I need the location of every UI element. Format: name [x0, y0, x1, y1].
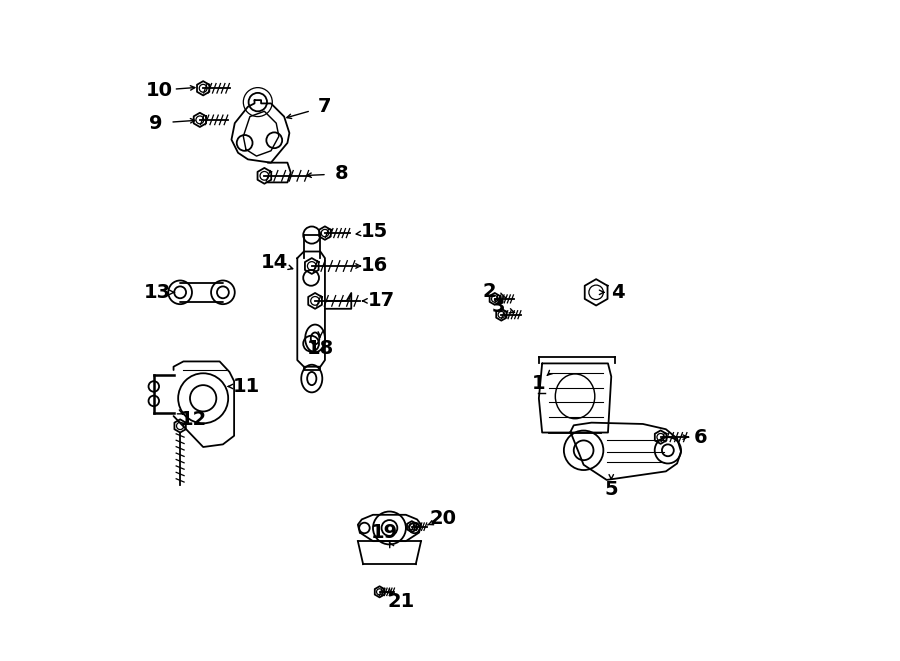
Text: 9: 9 — [149, 114, 163, 133]
Text: 8: 8 — [335, 165, 348, 183]
Text: 16: 16 — [361, 256, 388, 276]
Text: 17: 17 — [367, 292, 394, 311]
Text: 13: 13 — [143, 283, 171, 302]
Text: 19: 19 — [371, 523, 398, 542]
Text: 18: 18 — [307, 339, 334, 358]
Text: 21: 21 — [387, 592, 414, 611]
Text: 12: 12 — [180, 410, 207, 429]
Text: 15: 15 — [361, 222, 388, 241]
Text: 11: 11 — [232, 377, 259, 396]
Text: 7: 7 — [319, 97, 332, 116]
Text: 3: 3 — [491, 297, 505, 317]
Text: 14: 14 — [261, 253, 288, 272]
Text: 2: 2 — [482, 282, 496, 301]
Text: 6: 6 — [693, 428, 706, 447]
Text: 20: 20 — [430, 508, 457, 527]
Text: 5: 5 — [605, 481, 618, 499]
Text: 10: 10 — [146, 81, 173, 100]
Text: 1: 1 — [532, 373, 545, 393]
Text: 4: 4 — [611, 283, 625, 302]
